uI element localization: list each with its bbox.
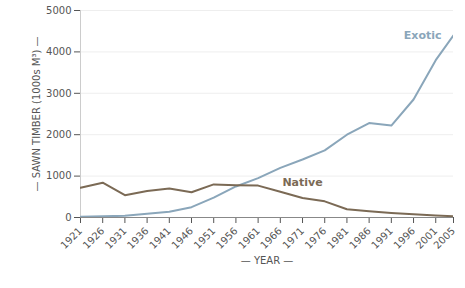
svg-text:1986: 1986 xyxy=(347,225,373,251)
svg-text:1946: 1946 xyxy=(169,225,195,251)
svg-text:1000: 1000 xyxy=(46,170,71,181)
svg-text:1941: 1941 xyxy=(147,225,173,251)
svg-text:1976: 1976 xyxy=(303,225,329,251)
svg-text:1996: 1996 xyxy=(391,225,417,251)
svg-text:1936: 1936 xyxy=(125,225,151,251)
svg-text:1971: 1971 xyxy=(280,225,306,251)
svg-text:1931: 1931 xyxy=(103,225,129,251)
svg-text:— YEAR —: — YEAR — xyxy=(241,255,294,266)
svg-text:1961: 1961 xyxy=(236,225,262,251)
svg-text:— SAWN TIMBER (1000s M³) —: — SAWN TIMBER (1000s M³) — xyxy=(31,37,42,192)
svg-text:1926: 1926 xyxy=(81,225,107,251)
svg-text:0: 0 xyxy=(65,212,71,223)
svg-text:2005: 2005 xyxy=(431,225,457,251)
svg-text:5000: 5000 xyxy=(46,5,71,16)
svg-text:Exotic: Exotic xyxy=(404,29,442,42)
svg-text:2000: 2000 xyxy=(46,129,71,140)
svg-text:1981: 1981 xyxy=(325,225,351,251)
svg-text:1951: 1951 xyxy=(192,225,218,251)
svg-text:Native: Native xyxy=(282,176,322,189)
svg-text:3000: 3000 xyxy=(46,88,71,99)
svg-text:1991: 1991 xyxy=(369,225,395,251)
svg-text:1956: 1956 xyxy=(214,225,240,251)
svg-text:1966: 1966 xyxy=(258,225,284,251)
svg-text:4000: 4000 xyxy=(46,46,71,57)
svg-text:2001: 2001 xyxy=(413,225,440,251)
svg-text:1921: 1921 xyxy=(58,225,84,251)
